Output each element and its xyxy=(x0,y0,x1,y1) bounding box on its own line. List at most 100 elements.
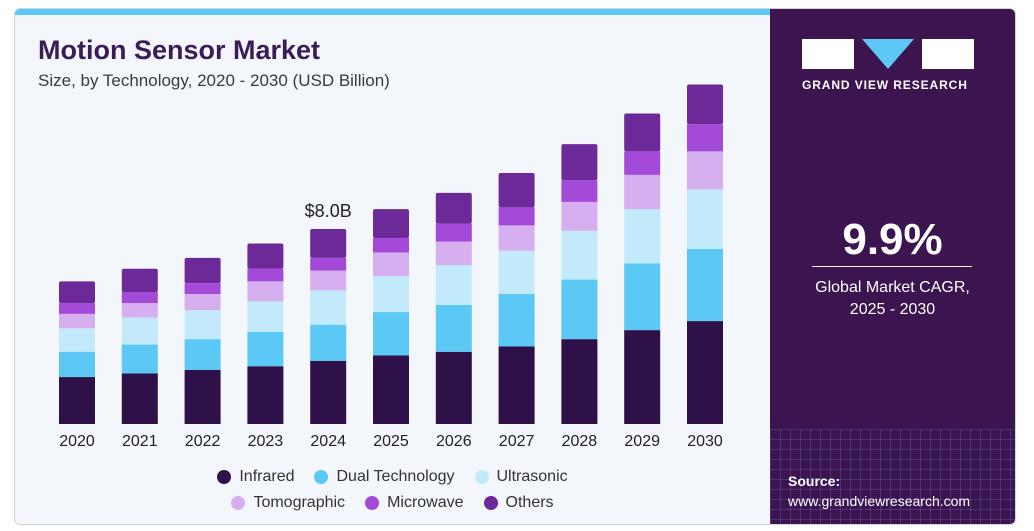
legend-swatch-others xyxy=(483,496,498,510)
bar-segment-tomographic-2025 xyxy=(373,252,409,276)
brand-logo: GRAND VIEW RESEARCH xyxy=(802,39,982,92)
x-tick-label-2027: 2027 xyxy=(499,433,535,450)
source-label: Source: xyxy=(788,473,841,489)
bar-segment-tomographic-2023 xyxy=(247,281,284,302)
bar-segment-ultrasonic-2020 xyxy=(59,328,95,352)
legend-row-1: Infrared Dual Technology Ultrasonic xyxy=(15,464,770,490)
logo-block-right xyxy=(922,39,974,69)
bar-segment-tomographic-2027 xyxy=(498,225,535,251)
legend-swatch-dual-technology xyxy=(314,470,329,484)
bar-segment-others-2023 xyxy=(247,243,284,269)
bar-segment-microwave-2024 xyxy=(310,257,347,271)
bar-segment-tomographic-2020 xyxy=(59,313,95,329)
cagr-label-line-1: Global Market CAGR, xyxy=(815,279,970,296)
x-tick-label-2023: 2023 xyxy=(248,433,284,450)
summary-panel: GRAND VIEW RESEARCH 9.9% Global Market C… xyxy=(770,9,1015,524)
legend-label-microwave: Microwave xyxy=(387,494,464,511)
chart-panel: Motion Sensor Market Size, by Technology… xyxy=(15,9,770,524)
bar-segment-tomographic-2022 xyxy=(184,294,221,311)
x-tick-label-2029: 2029 xyxy=(624,433,660,450)
legend-item-dual-technology: Dual Technology xyxy=(314,468,455,486)
bar-segment-others-2021 xyxy=(121,268,158,293)
x-tick-label-2020: 2020 xyxy=(59,433,95,450)
bar-segment-infrared-2020 xyxy=(59,377,95,424)
bar-segment-infrared-2021 xyxy=(121,373,158,424)
bar-segment-infrared-2022 xyxy=(184,369,221,424)
logo-block-middle xyxy=(862,39,914,69)
x-tick-label-2022: 2022 xyxy=(185,433,221,450)
bar-segment-others-2025 xyxy=(373,209,409,239)
bar-segment-ultrasonic-2025 xyxy=(373,275,409,313)
source-note: Source: www.grandviewresearch.com xyxy=(788,471,970,511)
legend-swatch-tomographic xyxy=(231,496,246,510)
bar-segment-infrared-2028 xyxy=(561,339,598,424)
infographic-frame: Motion Sensor Market Size, by Technology… xyxy=(14,8,1016,525)
bar-segment-others-2028 xyxy=(561,144,598,181)
bar-segment-others-2029 xyxy=(624,113,661,152)
x-tick-label-2021: 2021 xyxy=(122,433,158,450)
logo-block-left xyxy=(802,39,854,69)
bar-segment-infrared-2027 xyxy=(498,346,535,424)
bar-segment-infrared-2025 xyxy=(373,355,409,424)
legend-item-others: Others xyxy=(483,494,554,512)
bar-segment-dual-technology-2029 xyxy=(624,263,661,331)
chart-subtitle: Size, by Technology, 2020 - 2030 (USD Bi… xyxy=(38,71,390,90)
bar-segment-dual-technology-2021 xyxy=(121,344,158,374)
legend-row-2: Tomographic Microwave Others xyxy=(15,490,770,516)
cagr-label: Global Market CAGR, 2025 - 2030 xyxy=(770,277,1015,321)
cagr-label-line-2: 2025 - 2030 xyxy=(849,301,936,318)
bar-segment-infrared-2029 xyxy=(624,330,661,424)
bar-segment-tomographic-2030 xyxy=(687,151,723,190)
bar-segment-others-2027 xyxy=(498,173,535,208)
bar-segment-microwave-2027 xyxy=(498,207,535,226)
bar-segment-microwave-2028 xyxy=(561,180,598,202)
legend-swatch-ultrasonic xyxy=(474,470,489,484)
bar-segment-infrared-2024 xyxy=(310,360,347,424)
cagr-value: 9.9% xyxy=(842,215,943,264)
chart-legend: Infrared Dual Technology Ultrasonic Tomo… xyxy=(15,464,770,516)
bar-segment-ultrasonic-2028 xyxy=(561,230,598,280)
bar-segment-ultrasonic-2026 xyxy=(435,265,472,305)
bar-segment-ultrasonic-2027 xyxy=(498,250,535,294)
bar-segment-tomographic-2029 xyxy=(624,174,661,210)
bar-segment-tomographic-2024 xyxy=(310,270,347,291)
bar-segment-others-2020 xyxy=(59,281,95,304)
bar-segment-ultrasonic-2029 xyxy=(624,209,661,264)
legend-item-tomographic: Tomographic xyxy=(231,494,345,512)
x-tick-label-2028: 2028 xyxy=(562,433,598,450)
bar-segment-microwave-2026 xyxy=(435,223,472,242)
bar-segment-tomographic-2028 xyxy=(561,201,598,231)
legend-swatch-infrared xyxy=(217,470,232,484)
logo-mark xyxy=(802,39,982,69)
bar-segment-microwave-2023 xyxy=(247,268,284,282)
brand-name: GRAND VIEW RESEARCH xyxy=(802,78,968,92)
bar-segment-others-2024 xyxy=(310,229,347,258)
bar-segment-dual-technology-2026 xyxy=(435,304,472,352)
source-url[interactable]: www.grandviewresearch.com xyxy=(788,493,971,509)
legend-label-dual-technology: Dual Technology xyxy=(336,468,455,485)
legend-label-infrared: Infrared xyxy=(239,468,295,485)
bar-segment-dual-technology-2030 xyxy=(687,248,723,322)
bar-segment-microwave-2022 xyxy=(184,283,221,294)
bar-segment-ultrasonic-2024 xyxy=(310,290,347,325)
decorative-grid xyxy=(770,429,1015,524)
bar-segment-tomographic-2021 xyxy=(121,303,158,318)
bar-segment-ultrasonic-2030 xyxy=(687,189,723,249)
bar-segment-infrared-2023 xyxy=(247,366,284,424)
bar-segment-dual-technology-2023 xyxy=(247,331,284,367)
bar-segment-tomographic-2026 xyxy=(435,241,472,266)
legend-label-ultrasonic: Ultrasonic xyxy=(496,468,568,485)
x-tick-label-2026: 2026 xyxy=(436,433,472,450)
bar-segment-others-2026 xyxy=(435,192,472,224)
legend-label-others: Others xyxy=(505,494,554,511)
cagr-divider xyxy=(812,266,972,267)
stacked-bar-chart: 2020 2021 2022 2023 2024 $8.0B 2025 2026 2027 202… xyxy=(59,84,723,450)
legend-item-infrared: Infrared xyxy=(217,468,294,486)
bar-segment-dual-technology-2025 xyxy=(373,312,409,356)
x-tick-label-2025: 2025 xyxy=(373,433,409,450)
bar-segment-microwave-2029 xyxy=(624,151,661,175)
bar-segment-dual-technology-2022 xyxy=(184,339,221,370)
x-tick-label-2030: 2030 xyxy=(687,433,723,450)
bar-segment-dual-technology-2020 xyxy=(59,351,95,378)
legend-swatch-microwave xyxy=(365,496,380,510)
